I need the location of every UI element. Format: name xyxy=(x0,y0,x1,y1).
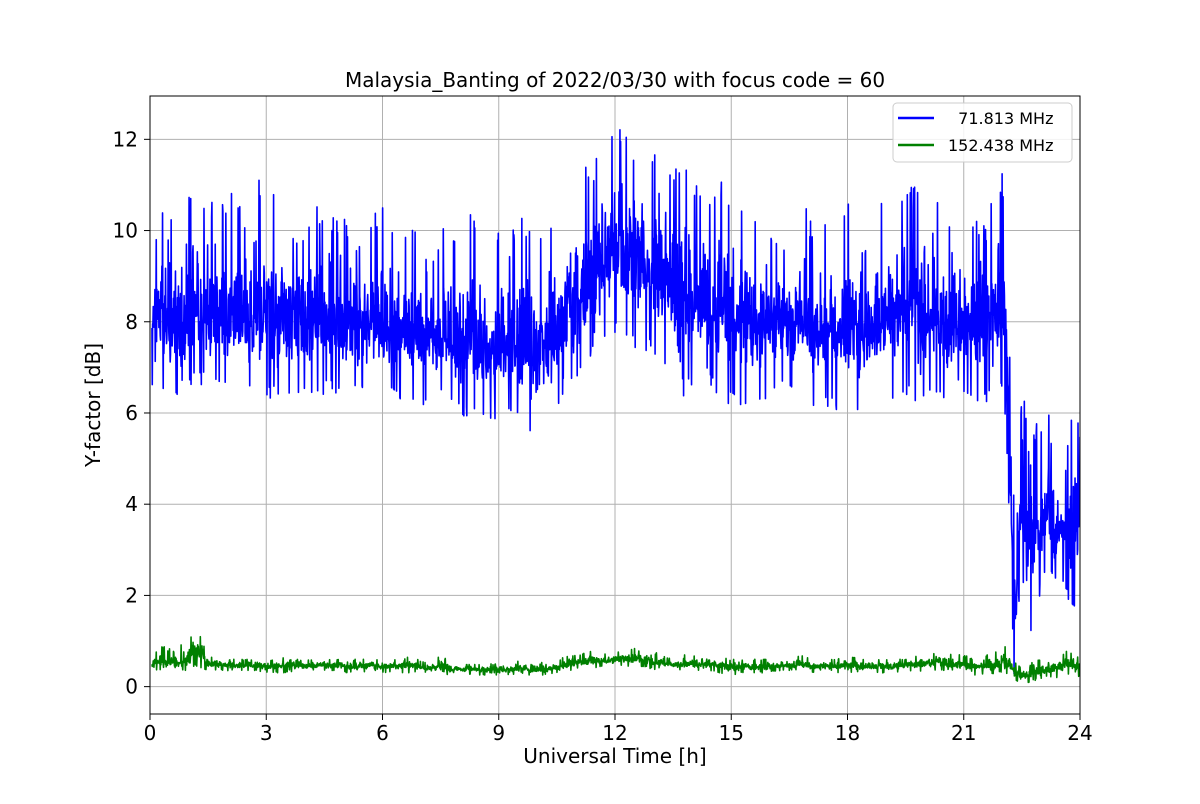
legend-box xyxy=(892,102,1073,163)
legend-label-152mhz: 152.438 MHz xyxy=(948,136,1053,155)
y-tick-label: 8 xyxy=(125,310,138,334)
chart-title: Malaysia_Banting of 2022/03/30 with focu… xyxy=(345,68,885,92)
series-line-1 xyxy=(151,635,1080,684)
x-tick-label: 18 xyxy=(835,721,860,745)
x-tick-label: 0 xyxy=(144,721,157,745)
y-axis-label: Y-factor [dB] xyxy=(81,343,105,468)
series-line-0 xyxy=(151,129,1080,675)
x-tick-label: 21 xyxy=(951,721,976,745)
x-tick-label: 6 xyxy=(376,721,389,745)
x-axis-label: Universal Time [h] xyxy=(523,744,706,768)
x-tick-label: 3 xyxy=(260,721,273,745)
y-tick-label: 4 xyxy=(125,492,138,516)
y-tick-label: 6 xyxy=(125,401,138,425)
y-tick-label: 12 xyxy=(113,127,138,151)
x-tick-label: 12 xyxy=(602,721,627,745)
legend-label-71mhz: 71.813 MHz xyxy=(948,109,1053,128)
series-group xyxy=(151,129,1080,684)
x-tick-label: 24 xyxy=(1067,721,1092,745)
y-tick-label: 10 xyxy=(113,219,138,243)
x-tick-label: 15 xyxy=(719,721,744,745)
legend: 71.813 MHz 152.438 MHz xyxy=(892,102,1073,163)
y-tick-label: 0 xyxy=(125,675,138,699)
x-tick-label: 9 xyxy=(492,721,505,745)
plot-area xyxy=(151,129,1080,684)
grid xyxy=(150,96,1080,714)
y-tick-label: 2 xyxy=(125,583,138,607)
